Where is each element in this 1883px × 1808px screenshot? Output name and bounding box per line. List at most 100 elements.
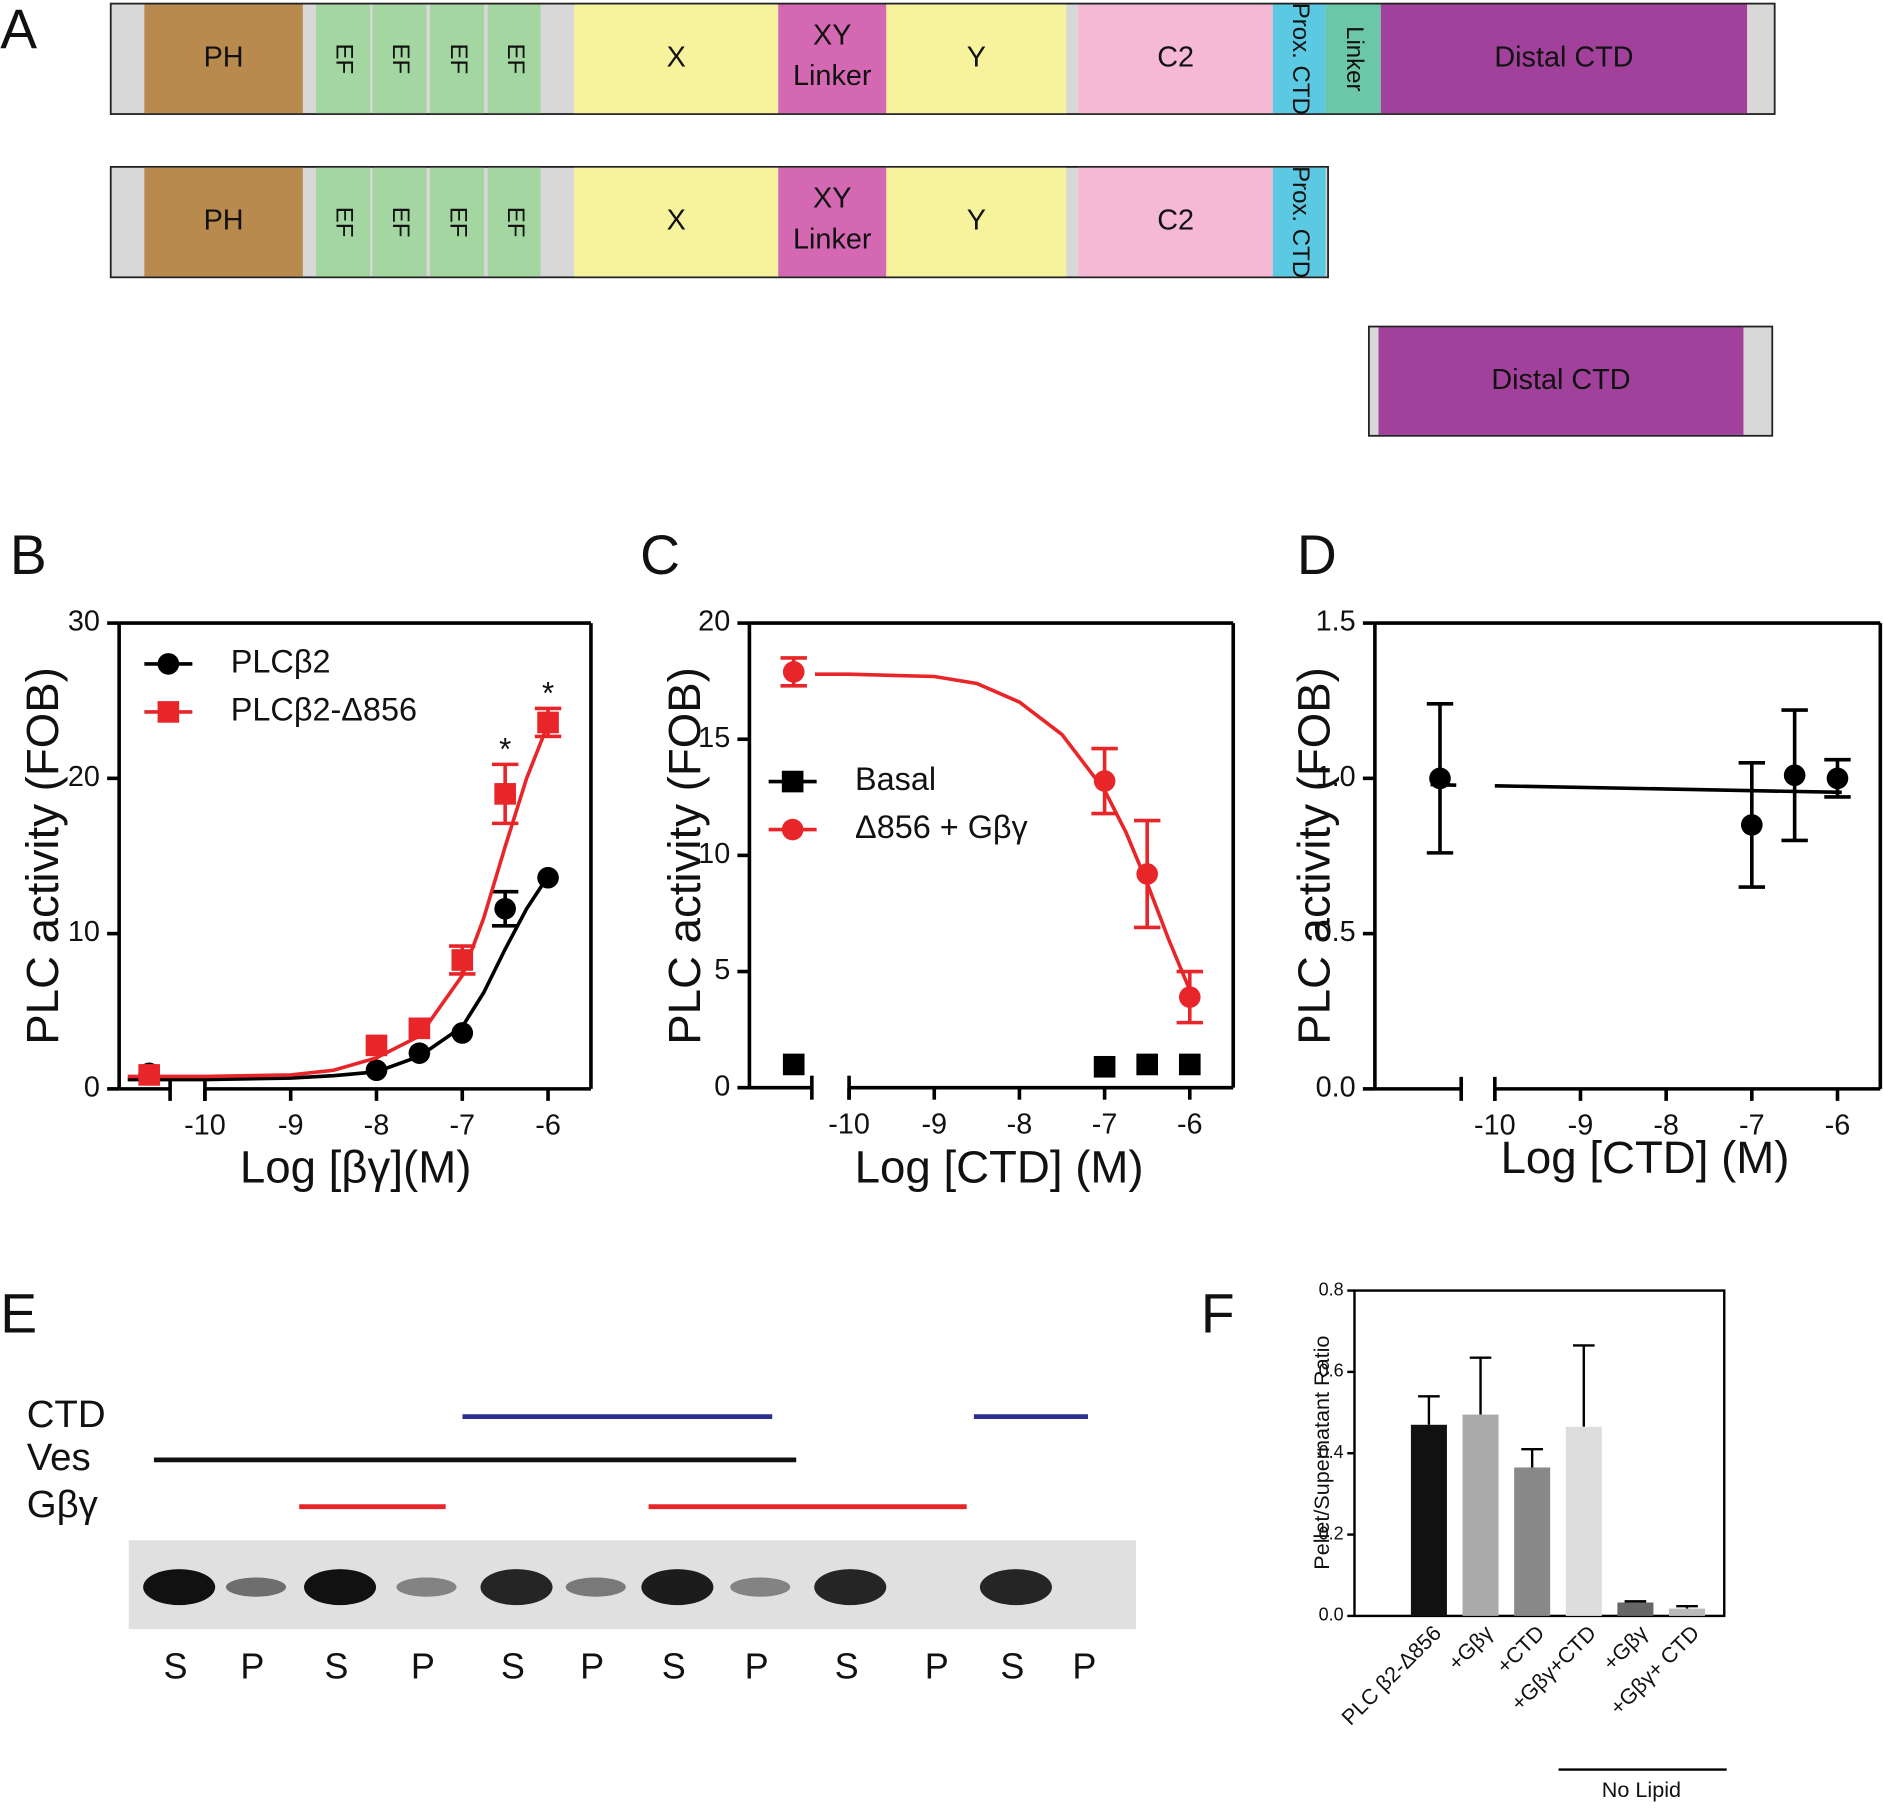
x-tick-label: -8 <box>1653 1110 1679 1142</box>
data-point <box>1178 986 1201 1008</box>
data-point <box>494 897 516 920</box>
error-bar <box>1676 1604 1698 1609</box>
fit-curve <box>815 672 1192 991</box>
domain-label: XY Linker <box>793 19 872 92</box>
legend-label: Δ856 + Gβγ <box>855 809 1028 845</box>
domain-label: Distal CTD <box>1494 41 1633 73</box>
data-point <box>365 1059 388 1082</box>
data-point <box>138 1064 160 1086</box>
domain-label: EF <box>331 43 358 74</box>
gel-band <box>565 1577 626 1597</box>
y-tick-label: 30 <box>68 606 100 638</box>
y-tick-label: 0.4 <box>1319 1442 1344 1462</box>
data-point <box>782 1053 805 1076</box>
x-tick-label: -10 <box>184 1110 226 1142</box>
panel-letter: C <box>640 524 680 586</box>
error-bar <box>1624 1600 1647 1603</box>
domain-label: X <box>667 41 686 73</box>
y-tick-label: 0.0 <box>1319 1605 1344 1625</box>
x-tick-label: -6 <box>1177 1108 1203 1140</box>
domain-label: EF <box>387 43 414 74</box>
fit-curve <box>127 875 550 1082</box>
domain-label: Prox. CTD <box>1287 3 1314 115</box>
bar <box>1514 1467 1551 1616</box>
domain-label: EF <box>502 207 529 238</box>
legend-label: PLCβ2-Δ856 <box>231 691 417 727</box>
panel-letter: F <box>1201 1283 1235 1345</box>
gel <box>128 1540 1136 1630</box>
lane-label: S <box>1000 1645 1024 1686</box>
y-tick-label: 0 <box>714 1070 730 1102</box>
domain <box>372 4 427 114</box>
error-bar <box>1521 1447 1543 1468</box>
data-point <box>1093 770 1116 792</box>
data-point <box>451 1022 474 1044</box>
domain <box>1378 327 1744 435</box>
x-tick-label: -10 <box>828 1108 870 1140</box>
domain-label: Y <box>967 41 986 73</box>
bar <box>1565 1426 1602 1616</box>
y-axis-label: Pellet/Supernatant Ratio <box>1309 1336 1334 1570</box>
panel-letter: D <box>1297 524 1337 586</box>
domain <box>778 167 887 277</box>
bar <box>1669 1608 1706 1616</box>
domain-label: PH <box>204 205 244 237</box>
x-tick-label: -9 <box>1568 1110 1594 1142</box>
x-tick-label: -9 <box>921 1108 947 1140</box>
data-point <box>537 711 559 734</box>
domain-label: EF <box>445 43 472 74</box>
lane-label: P <box>745 1645 769 1686</box>
y-tick-label: 10 <box>698 838 730 870</box>
bar <box>1617 1602 1654 1616</box>
panel-letter: B <box>10 524 47 586</box>
gel-band <box>730 1577 791 1597</box>
lane-label: P <box>411 1645 435 1686</box>
lane-label: P <box>925 1645 949 1686</box>
y-axis-label: PLC activity (FOB) <box>1288 667 1339 1045</box>
legend-marker <box>157 653 180 675</box>
y-tick-label: 20 <box>68 761 100 793</box>
x-tick-label: -7 <box>1739 1110 1765 1142</box>
domain-label: EF <box>331 207 358 238</box>
domain <box>1078 4 1273 114</box>
x-axis-label: Log [CTD] (M) <box>1501 1132 1790 1183</box>
x-tick-label: -6 <box>1825 1110 1851 1142</box>
data-point <box>782 661 805 683</box>
domain-label: EF <box>502 43 529 74</box>
lane-label: S <box>501 1645 525 1686</box>
domain <box>778 4 887 114</box>
fit-curve <box>1430 782 1842 795</box>
gel-band <box>641 1569 714 1606</box>
bar <box>1462 1414 1499 1616</box>
gel-band <box>396 1577 457 1597</box>
domain-label: XY Linker <box>793 183 872 256</box>
data-point <box>1136 863 1159 885</box>
y-tick-label: 1.5 <box>1316 606 1356 638</box>
data-point <box>365 1034 388 1057</box>
domain <box>430 167 485 277</box>
y-axis-label: PLC activity (FOB) <box>659 667 710 1045</box>
y-tick-label: 0.2 <box>1319 1523 1344 1543</box>
row-label: Gβγ <box>27 1483 99 1526</box>
data-point <box>408 1017 431 1040</box>
lane-label: P <box>580 1645 604 1686</box>
legend-marker <box>781 770 804 793</box>
data-point <box>1826 767 1849 790</box>
legend-marker <box>781 818 804 841</box>
domain-label-line: Linker <box>793 224 872 256</box>
y-tick-label: 0.8 <box>1319 1279 1344 1299</box>
lane-label: P <box>1072 1645 1096 1686</box>
y-tick-label: 20 <box>698 606 730 638</box>
row-label: Ves <box>27 1436 91 1479</box>
error-bar <box>1469 1356 1492 1415</box>
domain-label: Y <box>967 205 986 237</box>
y-axis-label: PLC activity (FOB) <box>17 667 68 1045</box>
domain-label: Linker <box>1341 26 1368 91</box>
lane-label: S <box>164 1645 188 1686</box>
data-point <box>1093 1055 1116 1078</box>
domain <box>316 167 371 277</box>
domain-label: X <box>667 205 686 237</box>
data-point <box>1741 814 1763 836</box>
x-tick-label: -9 <box>278 1110 304 1142</box>
